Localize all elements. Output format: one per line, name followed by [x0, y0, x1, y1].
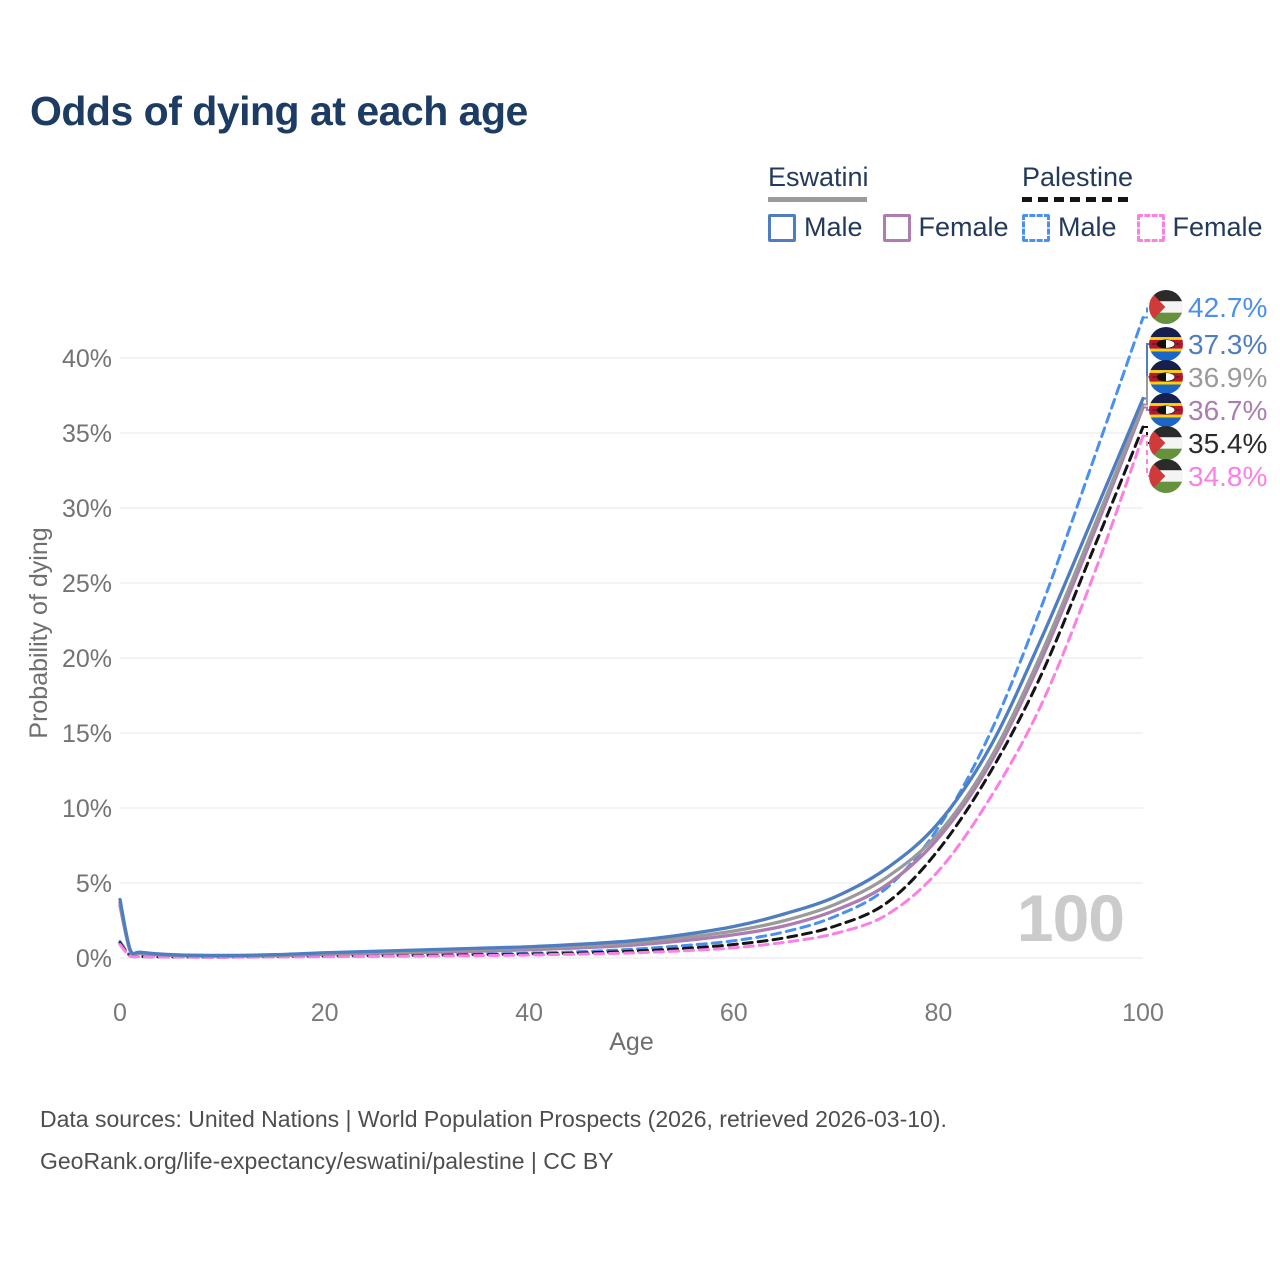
x-tick-label: 60 — [720, 999, 748, 1027]
y-tick-label: 0% — [76, 945, 112, 973]
legend-label: Male — [1058, 212, 1117, 242]
series-line-pal_male[interactable] — [118, 316, 1145, 959]
y-tick-label: 5% — [76, 870, 112, 898]
end-label-connector — [1143, 343, 1150, 400]
y-tick-label: 20% — [62, 645, 112, 673]
y-tick-label: 35% — [62, 420, 112, 448]
attribution-line: GeoRank.org/life-expectancy/eswatini/pal… — [40, 1148, 614, 1174]
series-line-pal_female[interactable] — [118, 434, 1145, 959]
series-line-pal_total[interactable] — [118, 425, 1145, 959]
end-label-value: 42.7% — [1188, 292, 1267, 323]
legend-item-palestine-female[interactable]: Female — [1136, 212, 1263, 243]
legend-group-palestine: Palestine Male Female — [1022, 162, 1280, 243]
y-tick-label: 10% — [62, 795, 112, 823]
y-tick-label: 40% — [62, 345, 112, 373]
palestine-flag-icon — [1149, 290, 1183, 324]
series-line-esw_male[interactable] — [118, 396, 1145, 958]
palestine-dashed-line-sample — [1022, 197, 1128, 202]
legend-group-eswatini: Eswatini Male Female — [768, 162, 1029, 243]
end-label-connector — [1143, 306, 1150, 319]
palestine-flag-icon — [1149, 459, 1183, 493]
y-tick-label: 30% — [62, 495, 112, 523]
end-label-connector — [1143, 406, 1150, 411]
legend-label: Female — [918, 212, 1009, 242]
legend-title-palestine: Palestine — [1022, 162, 1134, 192]
y-tick-label: 25% — [62, 570, 112, 598]
x-axis-title: Age — [609, 1028, 653, 1056]
series-line-esw_total[interactable] — [118, 402, 1145, 958]
page-title: Odds of dying at each age — [30, 88, 528, 134]
legend-item-eswatini-female[interactable]: Female — [882, 212, 1009, 243]
legend-item-palestine-male[interactable]: Male — [1022, 212, 1117, 243]
eswatini-flag-icon — [1149, 393, 1183, 427]
eswatini-solid-line-sample — [768, 197, 867, 202]
x-tick-label: 20 — [311, 999, 339, 1027]
legend-label: Male — [804, 212, 863, 242]
legend-label: Female — [1172, 212, 1263, 242]
age-watermark: 100 — [1017, 881, 1124, 955]
x-tick-label: 0 — [113, 999, 127, 1027]
x-tick-label: 80 — [924, 999, 952, 1027]
end-label-value: 36.7% — [1188, 395, 1267, 426]
eswatini-male-swatch-icon — [768, 213, 796, 242]
end-label-value: 37.3% — [1188, 329, 1267, 360]
end-label-connector — [1143, 376, 1150, 406]
x-tick-label: 40 — [515, 999, 543, 1027]
eswatini-flag-icon — [1149, 360, 1183, 394]
end-label-value: 36.9% — [1188, 362, 1267, 393]
y-tick-label: 15% — [62, 720, 112, 748]
legend-item-eswatini-male[interactable]: Male — [768, 212, 863, 243]
end-label-value: 35.4% — [1188, 428, 1267, 459]
eswatini-female-swatch-icon — [882, 213, 911, 242]
palestine-flag-icon — [1149, 426, 1183, 460]
x-tick-label: 100 — [1122, 999, 1164, 1027]
eswatini-flag-icon — [1149, 327, 1183, 361]
end-label-value: 34.8% — [1188, 461, 1267, 492]
palestine-female-swatch-icon — [1136, 213, 1165, 242]
series-line-esw_female[interactable] — [118, 405, 1145, 958]
y-axis-title: Probability of dying — [25, 527, 53, 738]
legend-title-eswatini: Eswatini — [768, 162, 869, 192]
palestine-male-swatch-icon — [1022, 213, 1050, 242]
data-source-line: Data sources: United Nations | World Pop… — [40, 1106, 947, 1132]
end-label-connector — [1143, 435, 1150, 477]
